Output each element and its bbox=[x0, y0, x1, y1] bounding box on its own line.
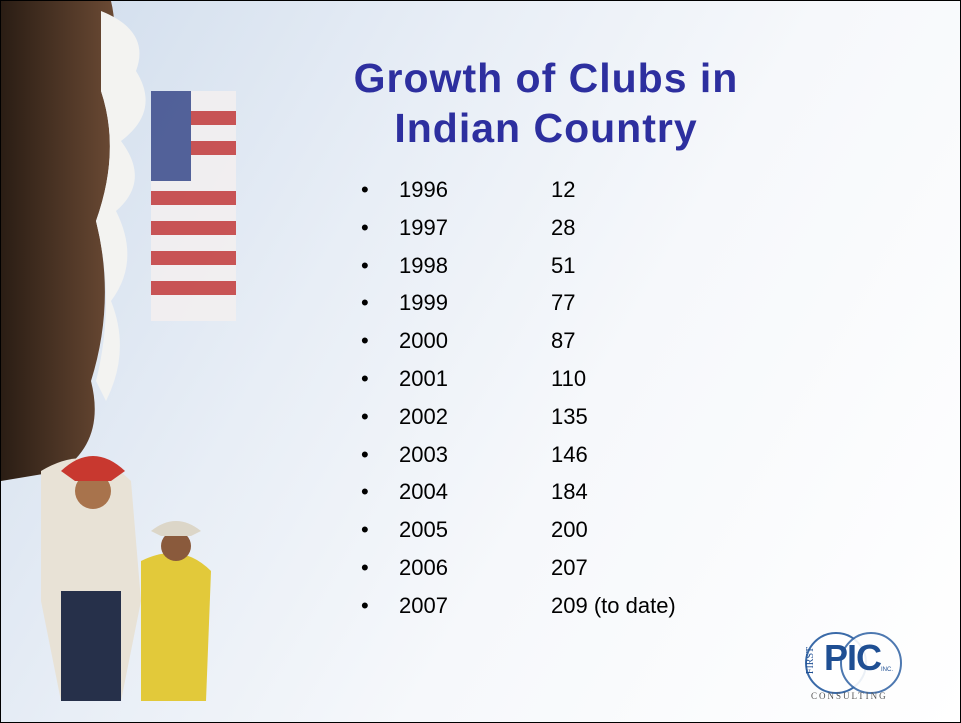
club-count: 135 bbox=[551, 404, 588, 430]
year: 2007 bbox=[399, 593, 448, 619]
bullet: • bbox=[361, 290, 369, 316]
bullet: • bbox=[361, 479, 369, 505]
year: 1996 bbox=[399, 177, 448, 203]
title-line: Growth of Clubs in bbox=[301, 55, 791, 102]
year: 2005 bbox=[399, 517, 448, 543]
club-count: 28 bbox=[551, 215, 575, 241]
year: 1999 bbox=[399, 290, 448, 316]
flag bbox=[151, 91, 236, 321]
club-count: 209 (to date) bbox=[551, 593, 676, 619]
bullet: • bbox=[361, 593, 369, 619]
year: 2001 bbox=[399, 366, 448, 392]
bullet: • bbox=[361, 555, 369, 581]
figures bbox=[41, 456, 211, 701]
club-count: 110 bbox=[551, 366, 586, 392]
bullet: • bbox=[361, 177, 369, 203]
year: 1997 bbox=[399, 215, 448, 241]
title-line: Indian Country bbox=[301, 105, 791, 152]
bullet: • bbox=[361, 215, 369, 241]
year: 2006 bbox=[399, 555, 448, 581]
club-count: 51 bbox=[551, 253, 575, 279]
year: 2002 bbox=[399, 404, 448, 430]
year: 2000 bbox=[399, 328, 448, 354]
feathers bbox=[1, 1, 146, 481]
logo-name: PIC bbox=[824, 637, 881, 679]
club-count: 184 bbox=[551, 479, 588, 505]
club-count: 87 bbox=[551, 328, 575, 354]
club-count: 77 bbox=[551, 290, 575, 316]
bullet: • bbox=[361, 442, 369, 468]
bullet: • bbox=[361, 404, 369, 430]
logo-inc: INC. bbox=[881, 667, 893, 673]
club-count: 146 bbox=[551, 442, 588, 468]
year: 2003 bbox=[399, 442, 448, 468]
bullet: • bbox=[361, 517, 369, 543]
year: 1998 bbox=[399, 253, 448, 279]
bullet: • bbox=[361, 328, 369, 354]
bullet: • bbox=[361, 253, 369, 279]
club-count: 12 bbox=[551, 177, 575, 203]
year: 2004 bbox=[399, 479, 448, 505]
logo-tagline: CONSULTING bbox=[811, 691, 888, 701]
club-count: 200 bbox=[551, 517, 588, 543]
logo-first: FIRST bbox=[805, 647, 816, 674]
club-count: 207 bbox=[551, 555, 588, 581]
bullet: • bbox=[361, 366, 369, 392]
slide: Growth of Clubs inIndian Country • 1996 12… bbox=[0, 0, 961, 723]
